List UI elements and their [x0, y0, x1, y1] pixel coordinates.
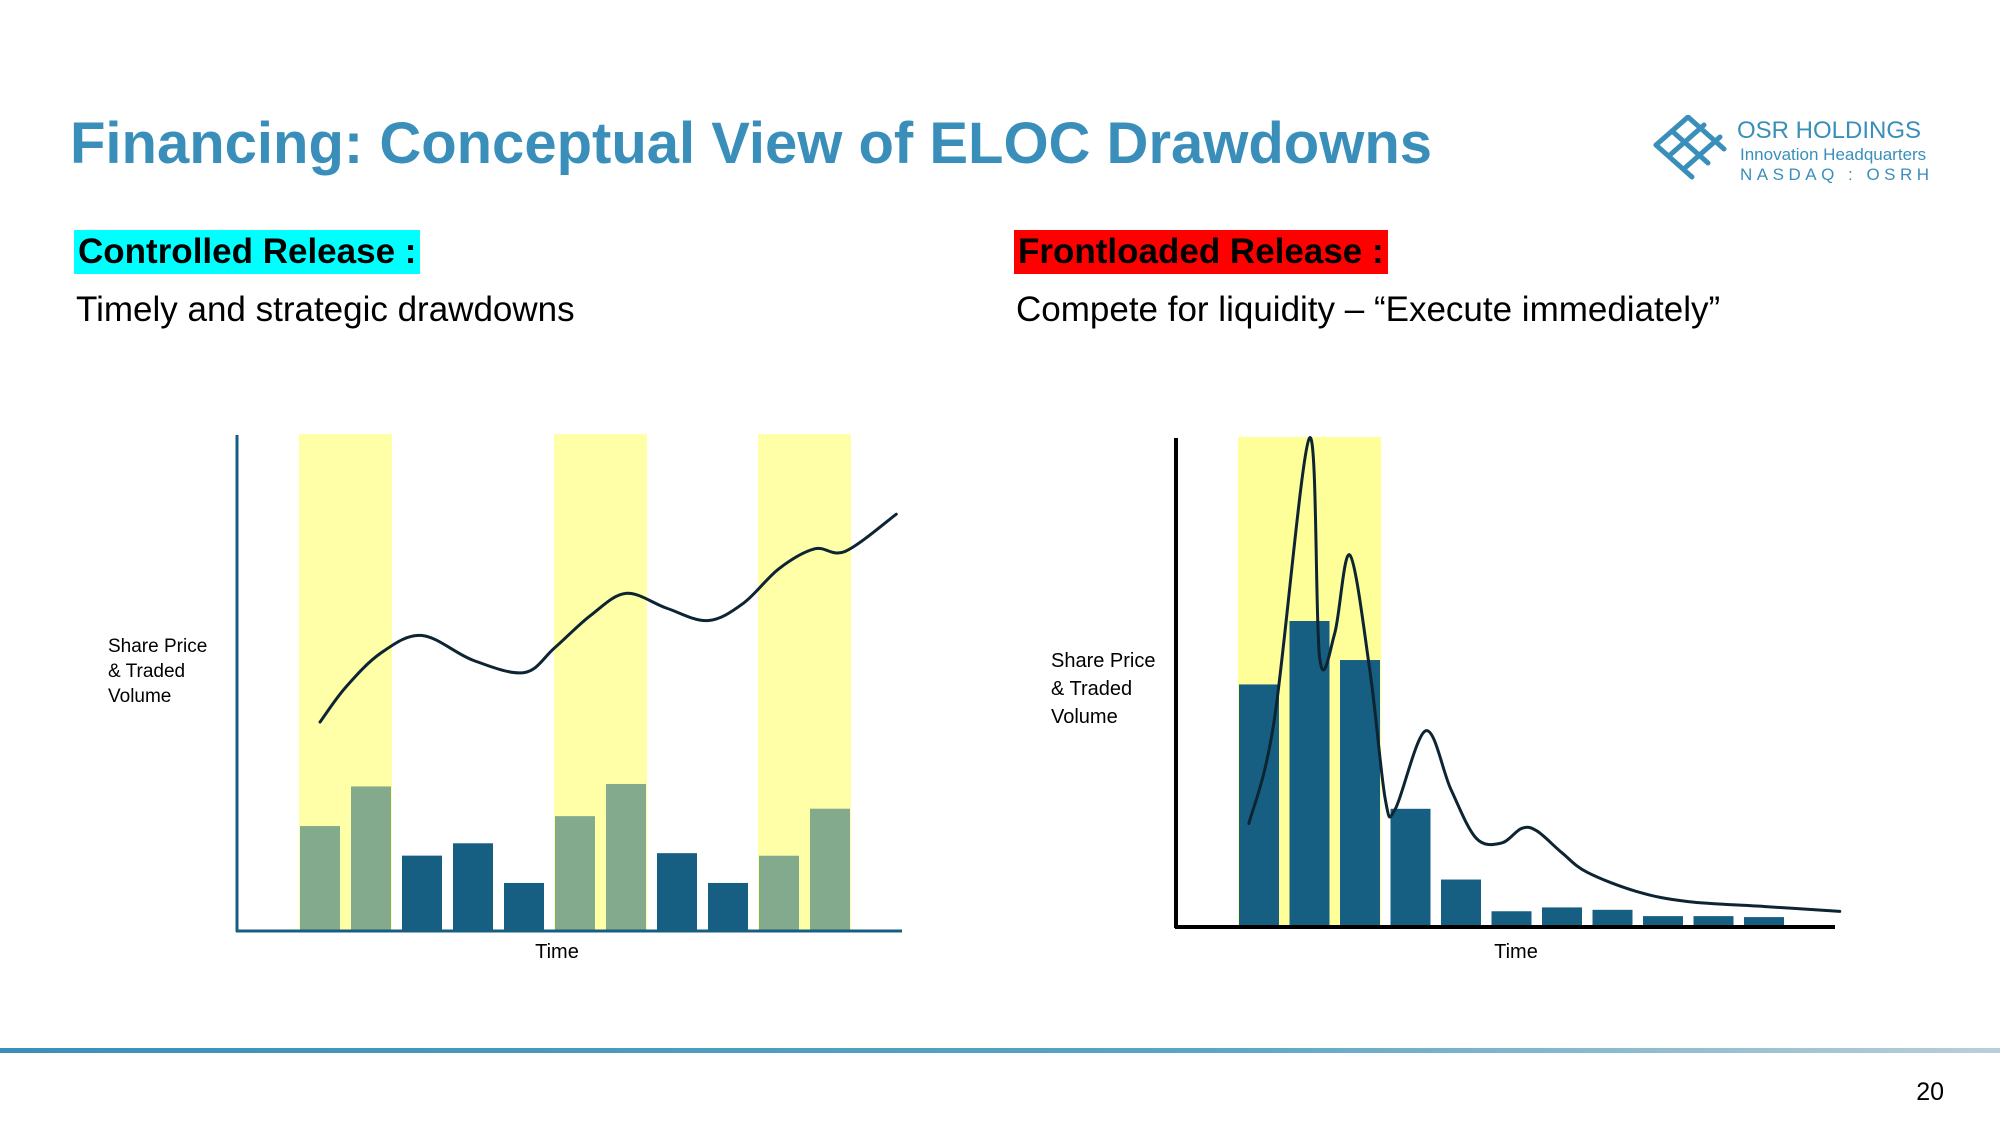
volume-bar-front [1390, 808, 1431, 926]
frontloaded-release-subtitle: Compete for liquidity – “Execute immedia… [1016, 290, 1721, 329]
volume-bar [1340, 660, 1380, 926]
volume-bar [1390, 808, 1431, 926]
volume-bar-tinted [810, 808, 850, 930]
volume-bar-tinted [300, 826, 340, 930]
volume-bar-front [1542, 907, 1582, 926]
volume-bar [453, 843, 493, 930]
volume-bar [300, 826, 340, 930]
volume-bar-tinted [606, 783, 646, 930]
volume-bar [759, 855, 799, 930]
volume-bar [1239, 684, 1279, 926]
frontloaded-release-label: Frontloaded Release : [1014, 230, 1388, 274]
y-axis-label: Share Price & Traded Volume [108, 636, 207, 707]
volume-bar-front [1289, 621, 1330, 926]
share-price-curve [1247, 436, 1842, 913]
volume-bar [657, 853, 697, 930]
volume-bar-tinted [351, 786, 391, 930]
volume-bar-front [1592, 909, 1633, 926]
page-title: Financing: Conceptual View of ELOC Drawd… [70, 111, 1433, 176]
y-axis-label: Share Price & Traded Volume [1051, 650, 1156, 728]
volume-bar [1643, 916, 1683, 926]
volume-bar-front [1441, 879, 1481, 926]
volume-bar-front [1491, 911, 1532, 926]
volume-bar [402, 855, 442, 930]
volume-bar-front [453, 843, 493, 930]
controlled-release-label: Controlled Release : [74, 230, 421, 274]
volume-bar [1542, 907, 1582, 926]
drawdown-window-band [1238, 437, 1381, 926]
volume-bar [1592, 909, 1633, 926]
volume-bar-tinted [759, 855, 799, 930]
logo-tagline: Innovation Headquarters [1740, 145, 1927, 164]
volume-bar-front [1744, 917, 1784, 926]
volume-bar [1693, 916, 1734, 926]
drawdown-window-band [554, 434, 647, 930]
volume-bar-front [657, 853, 697, 930]
volume-bar [1744, 917, 1784, 926]
volume-bar-front [1643, 916, 1683, 926]
controlled-release-subtitle: Timely and strategic drawdowns [76, 290, 575, 329]
volume-bar [555, 816, 595, 930]
drawdown-window-band [299, 434, 392, 930]
volume-bar [1491, 911, 1532, 926]
footer-divider [0, 1048, 2000, 1053]
volume-bar [504, 882, 544, 930]
x-axis-label: Time [1494, 941, 1538, 963]
volume-bar-front [1340, 660, 1380, 926]
x-axis-label: Time [535, 941, 579, 963]
volume-bar [1441, 879, 1481, 926]
logo-ticker: NASDAQ : OSRH [1740, 165, 1934, 184]
page-number: 20 [1916, 1078, 1944, 1106]
volume-bar [1289, 621, 1330, 926]
volume-bar-tinted [555, 816, 595, 930]
share-price-curve [318, 512, 898, 724]
volume-bar [351, 786, 391, 930]
volume-bar-front [504, 882, 544, 930]
company-logo: OSR HOLDINGS Innovation Headquarters NAS… [1650, 115, 1970, 195]
volume-bar-front [1693, 916, 1734, 926]
volume-bar [708, 882, 748, 930]
volume-bar [810, 808, 850, 930]
volume-bar-front [402, 855, 442, 930]
drawdown-window-band [758, 434, 851, 930]
osr-lattice-icon [1653, 115, 1727, 180]
volume-bar-front [1239, 684, 1279, 926]
logo-company-name: OSR HOLDINGS [1737, 117, 1922, 144]
volume-bar-front [708, 882, 748, 930]
volume-bar [606, 783, 646, 930]
